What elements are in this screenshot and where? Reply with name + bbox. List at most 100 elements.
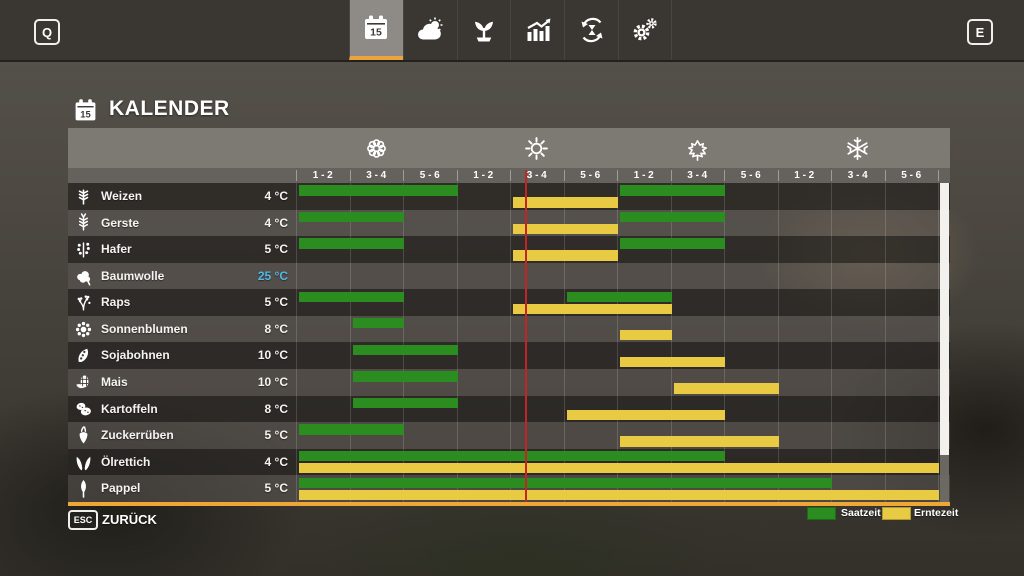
sow-bar (352, 344, 458, 356)
season-summer (457, 128, 618, 168)
corn-icon (74, 373, 93, 392)
harvest-bar (299, 489, 939, 500)
harvest-bar (299, 463, 939, 474)
crop-row-pappel: Pappel 5 °C (68, 475, 950, 502)
gridline (617, 183, 618, 502)
key-hint-e[interactable]: E (967, 19, 993, 45)
period-tick (563, 170, 565, 181)
svg-text:15: 15 (371, 27, 383, 39)
crop-row-sojabohnen: Sojabohnen 10 °C (68, 342, 950, 370)
period-tick (617, 170, 618, 181)
crop-row-olrettich: Ölrettich 4 °C (68, 448, 950, 476)
period-label: 1 - 2 (794, 170, 815, 181)
svg-text:15: 15 (80, 109, 91, 120)
gridline (563, 183, 565, 502)
sow-bar (299, 477, 832, 488)
plant-icon (469, 15, 499, 45)
germination-temp: 25 °C (257, 268, 288, 283)
season-header-row (68, 128, 950, 168)
period-tick (777, 170, 779, 181)
settings-icon (630, 15, 660, 45)
legend-swatch-erntezeit (882, 507, 911, 520)
germination-temp: 10 °C (257, 375, 288, 390)
sow-bar (352, 371, 458, 382)
sow-bar (620, 185, 725, 196)
winter-snowflake-icon (844, 135, 871, 162)
gridline (884, 183, 886, 502)
harvest-bar (513, 197, 618, 208)
crop-name: Ölrettich (101, 454, 151, 469)
crop-row-kartoffeln: Kartoffeln 8 °C (68, 395, 950, 423)
crop-name: Mais (101, 375, 128, 390)
germination-temp: 10 °C (257, 348, 288, 363)
radish-icon (74, 453, 93, 472)
period-label: 1 - 2 (312, 170, 333, 181)
germination-temp: 5 °C (264, 295, 288, 310)
harvest-bar (620, 436, 779, 447)
period-label: 3 - 4 (687, 170, 708, 181)
gridline (670, 183, 672, 502)
legend-label: Saatzeit (841, 507, 881, 519)
sow-bar (299, 451, 725, 462)
period-tick (938, 170, 939, 181)
tab-settings[interactable] (617, 0, 672, 60)
crop-row-sonnenblumen: Sonnenblumen 8 °C (68, 315, 950, 343)
gridline (724, 183, 725, 502)
crop-row-baumwolle: Baumwolle 25 °C (68, 262, 950, 290)
crop-name: Hafer (101, 242, 132, 257)
germination-temp: 4 °C (264, 215, 288, 230)
period-label: 5 - 6 (580, 170, 601, 181)
period-label: 3 - 4 (526, 170, 547, 181)
spring-blossom-icon (363, 135, 390, 162)
scrollbar-track[interactable] (940, 183, 949, 502)
sow-bar (620, 211, 725, 223)
sow-bar (566, 291, 672, 302)
germination-temp: 5 °C (264, 428, 288, 443)
calendar-panel: Weizen 4 °C Gerste 4 °C Hafer 5 °C Baumwolle 25… (68, 128, 950, 506)
gridline (831, 183, 832, 502)
period-label: 3 - 4 (847, 170, 868, 181)
harvest-bar (513, 303, 672, 314)
potato-icon (74, 399, 93, 418)
sow-bar (620, 238, 725, 249)
germination-temp: 8 °C (264, 401, 288, 416)
period-tick (724, 170, 725, 181)
key-hint-q[interactable]: Q (34, 19, 60, 45)
back-label[interactable]: ZURÜCK (102, 512, 157, 527)
sow-bar (299, 211, 404, 223)
period-label: 5 - 6 (901, 170, 922, 181)
crop-row-gerste: Gerste 4 °C (68, 209, 950, 237)
germination-temp: 8 °C (264, 321, 288, 336)
harvest-bar (513, 250, 618, 261)
tab-statistics[interactable] (510, 0, 564, 60)
panel-accent-border (68, 502, 950, 506)
crop-name: Kartoffeln (101, 401, 158, 416)
sow-bar (299, 185, 458, 196)
canola-icon (74, 293, 93, 312)
scrollbar-thumb[interactable] (940, 183, 949, 455)
period-tick (884, 170, 886, 181)
gridline (938, 183, 939, 502)
rotation-icon (577, 15, 607, 45)
tab-weather[interactable] (402, 0, 457, 60)
germination-temp: 5 °C (264, 481, 288, 496)
esc-key-button[interactable]: ESC (68, 510, 98, 530)
sow-bar (299, 424, 404, 435)
autumn-leaf-icon (684, 135, 711, 162)
poplar-icon (74, 479, 93, 498)
crop-row-hafer: Hafer 5 °C (68, 236, 950, 263)
tab-crops[interactable] (456, 0, 511, 60)
calendar-rows: Weizen 4 °C Gerste 4 °C Hafer 5 °C Baumwolle 25… (68, 183, 950, 502)
statistics-icon (523, 15, 553, 45)
period-tick (403, 170, 404, 181)
soybean-icon (74, 346, 93, 365)
tab-calendar[interactable]: 15 (349, 0, 403, 60)
period-label: 1 - 2 (473, 170, 494, 181)
period-tick (296, 170, 297, 181)
tab-rotation[interactable] (564, 0, 618, 60)
crop-name: Pappel (101, 481, 141, 496)
oat-icon (74, 240, 93, 259)
harvest-bar (620, 330, 672, 341)
page-title: KALENDER (109, 97, 230, 120)
